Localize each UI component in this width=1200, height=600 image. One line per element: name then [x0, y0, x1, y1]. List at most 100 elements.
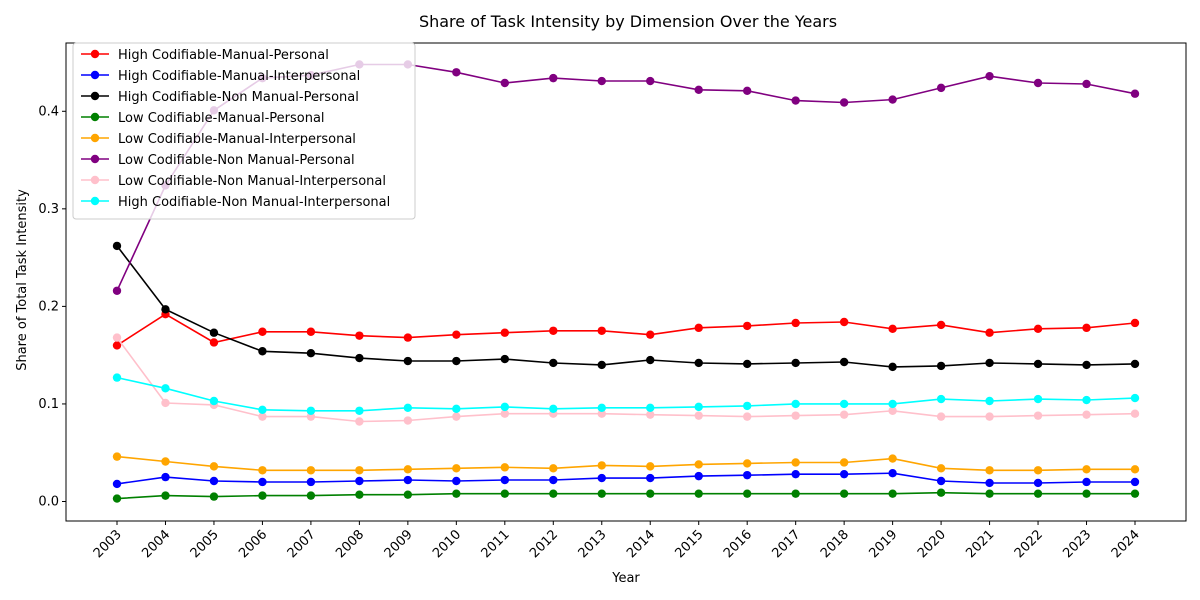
data-point	[403, 475, 413, 485]
legend-entry: High Codifiable-Manual-Interpersonal	[81, 69, 360, 84]
data-point	[1130, 89, 1140, 98]
data-point	[355, 466, 364, 475]
legend-marker	[90, 196, 100, 206]
data-point	[306, 466, 316, 475]
data-point	[1033, 324, 1043, 334]
data-point	[112, 333, 122, 342]
x-tick-label: 2018	[818, 527, 852, 561]
legend-marker	[90, 91, 100, 101]
data-point	[742, 459, 752, 468]
legend-marker	[90, 133, 100, 143]
data-point	[549, 475, 558, 485]
data-point	[500, 463, 510, 472]
x-tick-label: 2021	[963, 527, 997, 561]
data-point	[694, 411, 703, 420]
data-point	[646, 410, 655, 419]
data-point	[500, 354, 510, 364]
data-point	[597, 76, 606, 86]
data-point	[1130, 465, 1140, 474]
data-point	[694, 471, 703, 481]
y-tick-label: 0.1	[38, 397, 59, 412]
data-point	[258, 477, 267, 487]
legend-entry: High Codifiable-Non Manual-Interpersonal	[81, 195, 390, 210]
data-point	[161, 305, 170, 314]
data-point	[549, 73, 558, 83]
data-point	[1082, 465, 1091, 474]
data-point	[1082, 477, 1091, 487]
x-tick-label: 2011	[479, 527, 513, 561]
data-point	[936, 83, 946, 93]
legend-entry: Low Codifiable-Non Manual-Interpersonal	[81, 174, 386, 189]
data-point	[839, 357, 849, 367]
data-point	[403, 416, 413, 425]
data-point	[839, 98, 849, 107]
data-point	[888, 406, 897, 415]
legend-label: Low Codifiable-Non Manual-Interpersonal	[118, 174, 386, 189]
series-3	[112, 241, 1140, 372]
data-point	[209, 476, 219, 486]
data-point	[888, 399, 897, 409]
data-point	[742, 470, 752, 480]
data-point	[985, 358, 994, 368]
x-tick-label: 2014	[624, 527, 658, 561]
data-point	[306, 349, 316, 358]
series-line	[116, 455, 1135, 472]
data-point	[1033, 466, 1043, 475]
data-point	[742, 86, 752, 96]
data-point	[452, 68, 461, 77]
series-line	[116, 491, 1135, 500]
data-point	[791, 358, 800, 368]
data-point	[500, 409, 510, 418]
data-point	[839, 469, 849, 479]
legend-entry: High Codifiable-Manual-Personal	[81, 48, 329, 63]
data-point	[839, 458, 849, 467]
data-point	[209, 338, 219, 347]
data-point	[742, 412, 752, 421]
data-point	[549, 358, 558, 368]
data-point	[500, 489, 510, 498]
data-point	[500, 78, 510, 88]
legend-marker	[90, 154, 100, 164]
data-point	[1130, 318, 1140, 328]
y-tick-label: 0.3	[38, 202, 59, 217]
data-point	[161, 398, 170, 408]
data-point	[936, 394, 946, 404]
data-point	[112, 286, 122, 295]
data-point	[355, 417, 364, 426]
data-point	[597, 461, 606, 470]
data-point	[500, 475, 510, 485]
data-point	[452, 489, 461, 498]
data-point	[1033, 394, 1043, 404]
data-point	[597, 403, 606, 413]
data-point	[888, 362, 897, 372]
legend-marker	[90, 70, 100, 80]
data-point	[1130, 477, 1140, 487]
data-point	[500, 402, 510, 412]
legend-label: Low Codifiable-Manual-Personal	[118, 111, 325, 126]
data-point	[209, 396, 219, 406]
data-point	[355, 353, 364, 363]
data-point	[791, 411, 800, 420]
legend-label: High Codifiable-Manual-Interpersonal	[118, 69, 360, 84]
y-axis-label: Share of Total Task Intensity	[15, 189, 30, 371]
legend-marker	[90, 175, 100, 185]
data-point	[355, 476, 364, 486]
series-1	[112, 309, 1140, 350]
chart-title: Share of Task Intensity by Dimension Ove…	[419, 12, 837, 31]
data-point	[258, 491, 267, 500]
data-point	[549, 489, 558, 498]
legend: High Codifiable-Manual-Personal High Codi…	[72, 42, 416, 220]
data-point	[936, 464, 946, 473]
plot-frame	[65, 42, 1187, 522]
data-point	[742, 401, 752, 411]
data-point	[306, 327, 316, 336]
data-point	[452, 404, 461, 414]
series-5	[112, 452, 1140, 475]
data-point	[355, 490, 364, 499]
data-point	[452, 412, 461, 421]
data-point	[258, 347, 267, 356]
y-tick-label: 0.4	[38, 104, 59, 119]
data-point	[355, 331, 364, 340]
data-point	[306, 406, 316, 415]
